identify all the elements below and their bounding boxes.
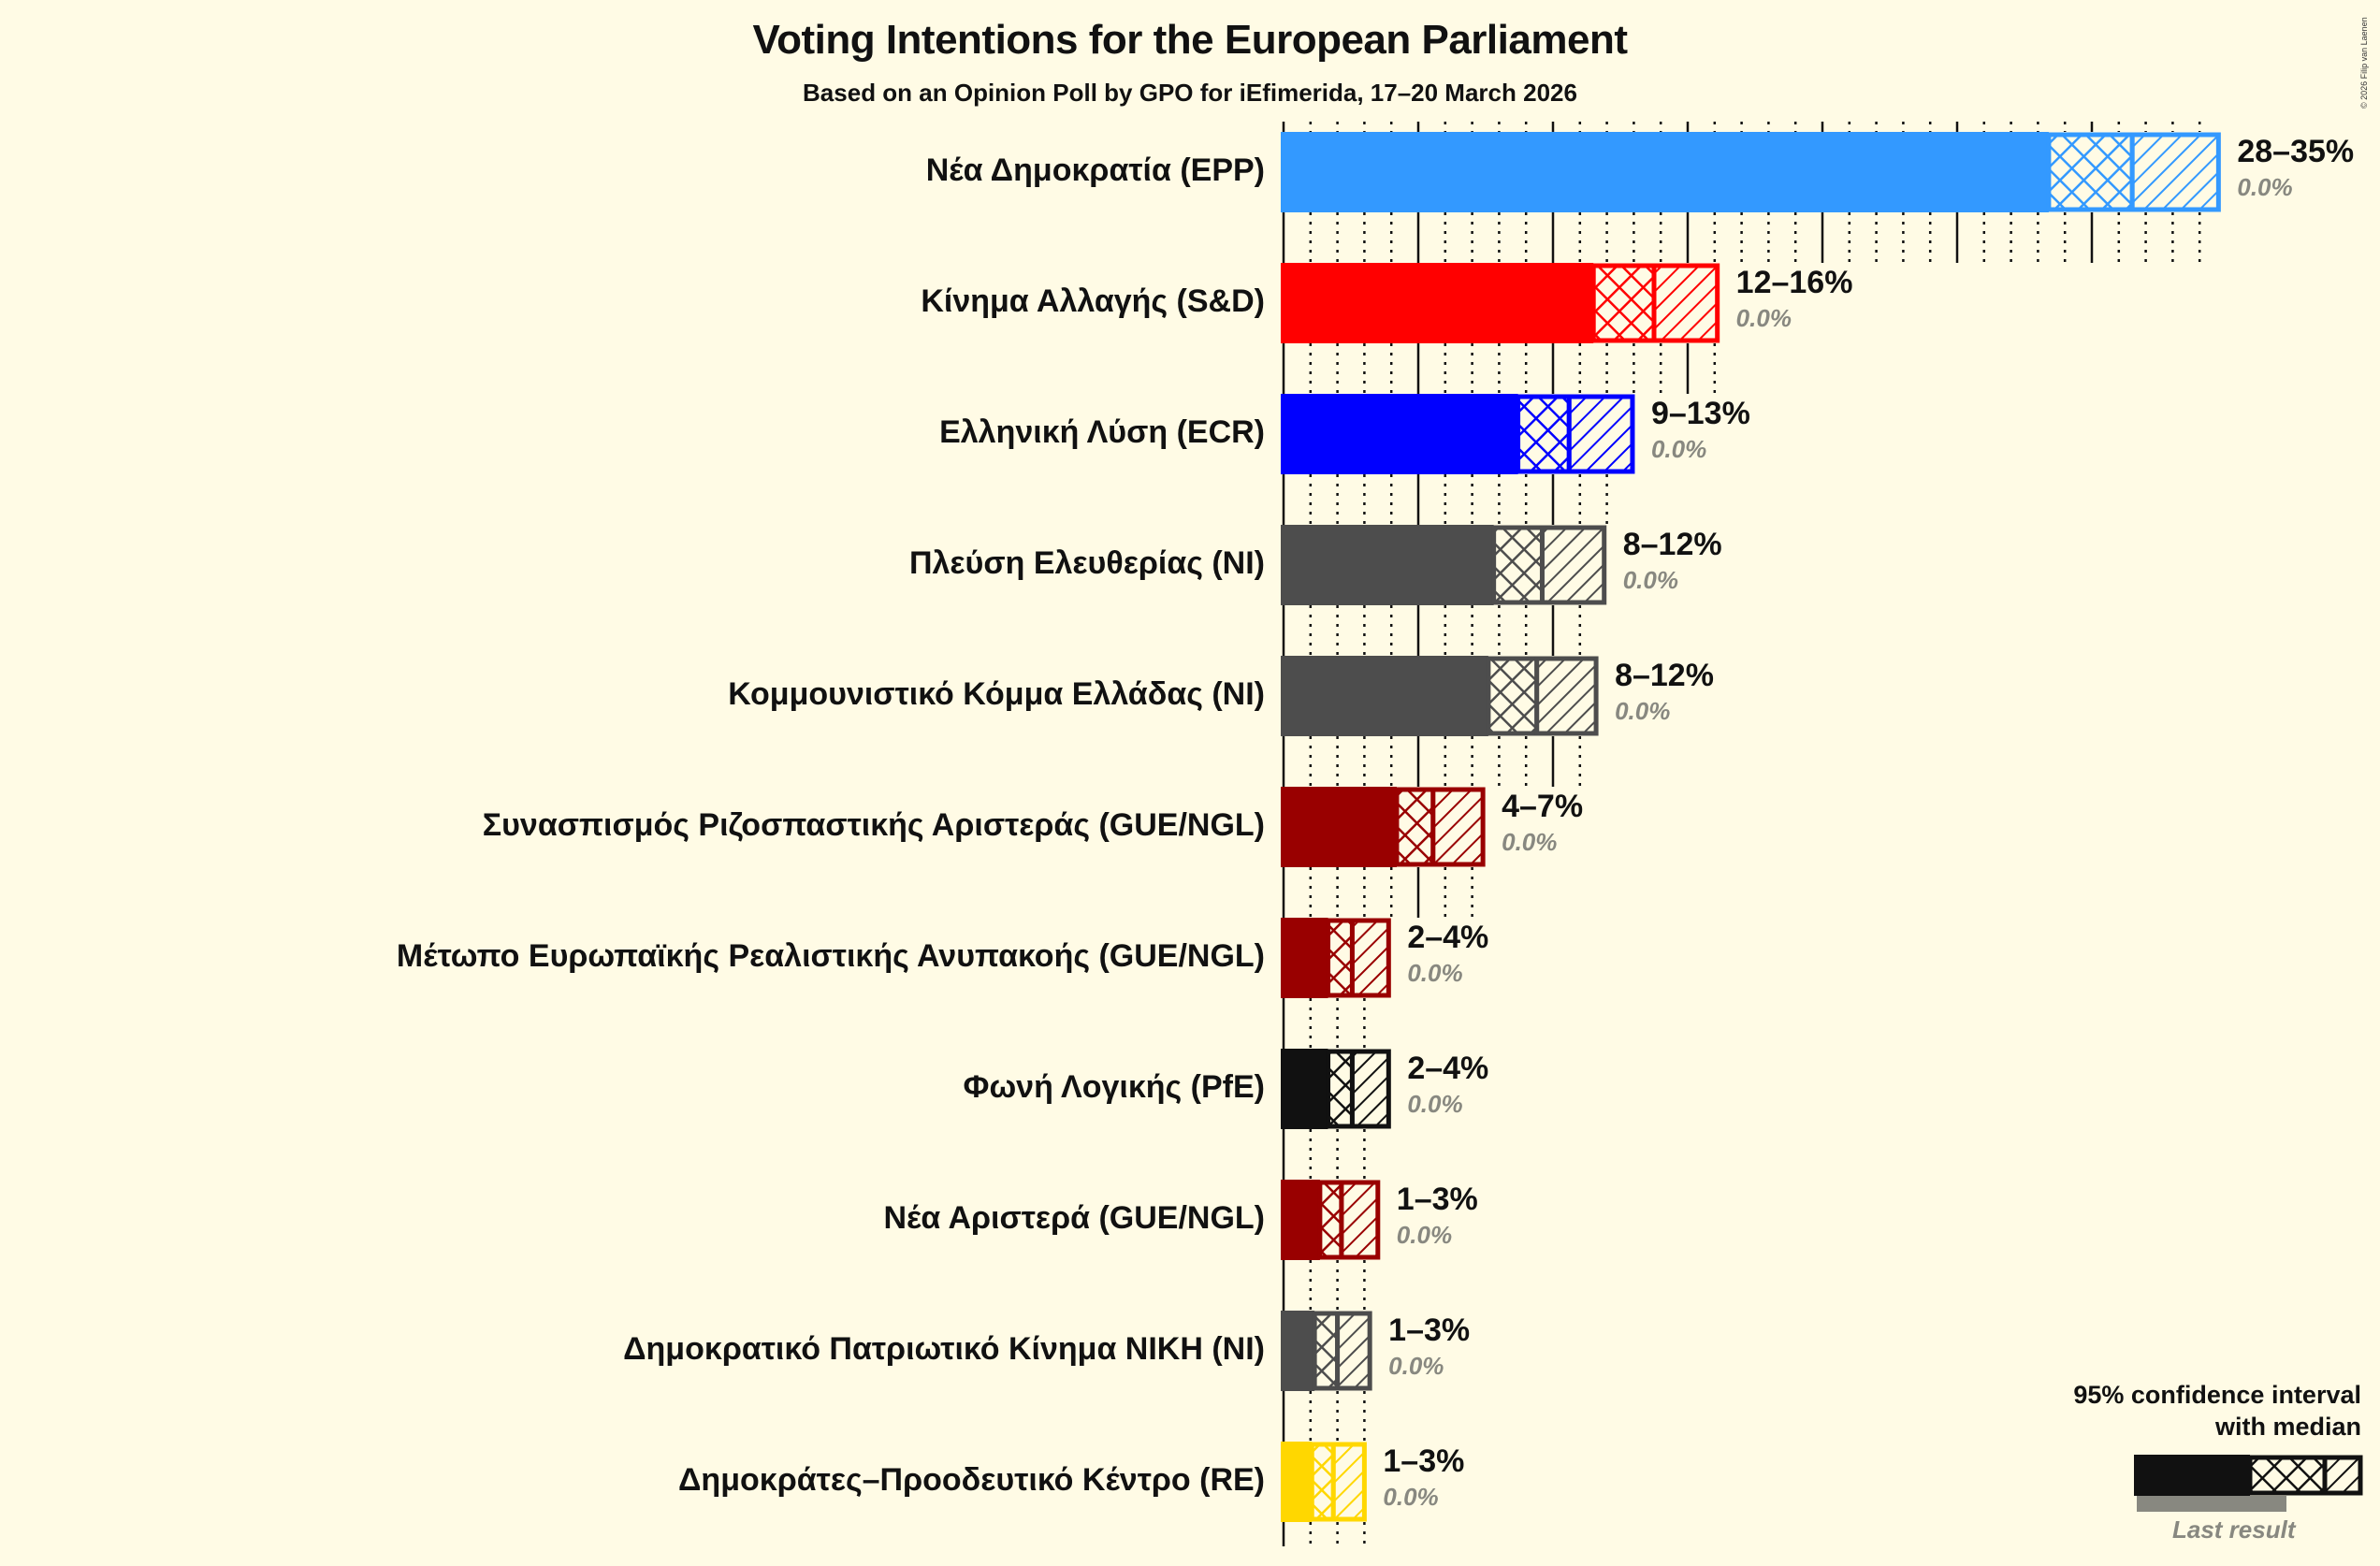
last-result-label: 0.0% — [1407, 1090, 1463, 1118]
range-label: 8–12% — [1615, 658, 1714, 693]
bar-ci-upper — [1566, 394, 1635, 474]
range-label: 4–7% — [1502, 789, 1584, 824]
last-result-label: 0.0% — [1502, 828, 1558, 856]
bar-solid — [1281, 1180, 1320, 1260]
party-label: Δημοκρατικό Πατριωτικό Κίνημα ΝΙΚΗ (NI) — [623, 1331, 1265, 1367]
range-label: 1–3% — [1396, 1182, 1478, 1217]
bar-row — [1281, 1311, 1372, 1391]
legend-ci-upper — [2322, 1455, 2363, 1496]
bar-row — [1281, 525, 1607, 605]
bar-ci-upper — [1534, 656, 1599, 736]
bar-solid — [1281, 1442, 1313, 1522]
bar-ci-upper — [1349, 918, 1391, 998]
bar-ci-upper — [1430, 787, 1486, 867]
chart-title: Voting Intentions for the European Parli… — [752, 17, 1628, 63]
legend-title: 95% confidence interval with median — [2073, 1379, 2361, 1443]
bar-ci-lower — [1309, 1442, 1336, 1522]
bar-ci-lower — [1590, 263, 1657, 343]
range-label: 1–3% — [1388, 1312, 1471, 1348]
bar-ci-upper — [1651, 263, 1720, 343]
bar-ci-lower — [1312, 1311, 1341, 1391]
last-result-label: 0.0% — [1383, 1483, 1439, 1511]
party-label: Πλεύση Ελευθερίας (NI) — [908, 545, 1265, 581]
bar-solid — [1281, 132, 2049, 212]
range-label: 2–4% — [1407, 1051, 1489, 1086]
bar-solid — [1281, 656, 1488, 736]
bar-ci-lower — [1486, 656, 1540, 736]
bar-solid — [1281, 1049, 1328, 1129]
chart-subtitle: Based on an Opinion Poll by GPO for iEfi… — [803, 79, 1577, 107]
last-result-label: 0.0% — [1388, 1352, 1444, 1380]
gridlines — [1282, 122, 2201, 1546]
bar-ci-upper — [1330, 1442, 1367, 1522]
bar-ci-upper — [1339, 1180, 1381, 1260]
last-result-label: 0.0% — [1407, 959, 1463, 987]
bar-ci-lower — [2046, 132, 2135, 212]
bar-ci-lower — [1326, 918, 1355, 998]
last-result-label: 0.0% — [1396, 1221, 1453, 1249]
range-label: 9–13% — [1650, 396, 1750, 431]
bar-row — [1281, 787, 1486, 867]
legend-ci-lower — [2247, 1455, 2328, 1496]
party-label: Μέτωπο Ευρωπαϊκής Ρεαλιστικής Ανυπακοής … — [396, 938, 1265, 974]
bar-row — [1281, 1442, 1367, 1522]
last-result-label: 0.0% — [1650, 435, 1707, 463]
bar-row — [1281, 132, 2221, 212]
legend-last-result-bar — [2137, 1496, 2286, 1512]
bar-ci-lower — [1326, 1049, 1355, 1129]
range-label: 1–3% — [1383, 1443, 1465, 1479]
bar-row — [1281, 394, 1635, 474]
party-label: Νέα Αριστερά (GUE/NGL) — [883, 1200, 1265, 1236]
last-result-label: 0.0% — [1622, 566, 1678, 594]
last-result-label: 0.0% — [1735, 304, 1792, 332]
bar-row — [1281, 1180, 1381, 1260]
party-label: Συνασπισμός Ριζοσπαστικής Αριστεράς (GUE… — [482, 807, 1265, 843]
range-label: 8–12% — [1622, 527, 1722, 562]
party-label: Νέα Δημοκρατία (EPP) — [925, 152, 1265, 188]
range-label: 28–35% — [2237, 134, 2355, 169]
bar-solid — [1281, 263, 1594, 343]
party-label: Δημοκράτες–Προοδευτικό Κέντρο (RE) — [677, 1462, 1265, 1498]
bar-ci-upper — [1539, 525, 1607, 605]
bar-ci-upper — [1349, 1049, 1391, 1129]
bar-solid — [1281, 1311, 1315, 1391]
bar-row — [1281, 918, 1391, 998]
legend-line-1: 95% confidence interval — [2073, 1381, 2361, 1409]
party-label: Κίνημα Αλλαγής (S&D) — [921, 283, 1265, 319]
legend-solid — [2134, 1455, 2250, 1496]
bar-solid — [1281, 918, 1328, 998]
range-label: 2–4% — [1407, 920, 1489, 955]
party-label: Φωνή Λογικής (PfE) — [963, 1069, 1265, 1105]
bar-row — [1281, 656, 1599, 736]
legend — [2134, 1455, 2363, 1512]
bar-ci-lower — [1516, 394, 1572, 474]
bar-solid — [1281, 394, 1518, 474]
bar-row — [1281, 1049, 1391, 1129]
last-result-label: 0.0% — [1615, 697, 1671, 725]
legend-last-result-label: Last result — [2172, 1515, 2296, 1544]
bar-solid — [1281, 787, 1397, 867]
range-label: 12–16% — [1735, 265, 1853, 300]
bar-row — [1281, 263, 1720, 343]
bar-solid — [1281, 525, 1494, 605]
bar-ci-lower — [1317, 1180, 1344, 1260]
legend-line-2: with median — [2214, 1413, 2361, 1441]
party-label: Ελληνική Λύση (ECR) — [939, 414, 1265, 450]
last-result-label: 0.0% — [2237, 173, 2293, 201]
bar-ci-lower — [1491, 525, 1545, 605]
bar-ci-upper — [1335, 1311, 1372, 1391]
bar-ci-lower — [1394, 787, 1436, 867]
party-label: Κομμουνιστικό Κόμμα Ελλάδας (NI) — [728, 676, 1265, 712]
bar-ci-upper — [2129, 132, 2221, 212]
